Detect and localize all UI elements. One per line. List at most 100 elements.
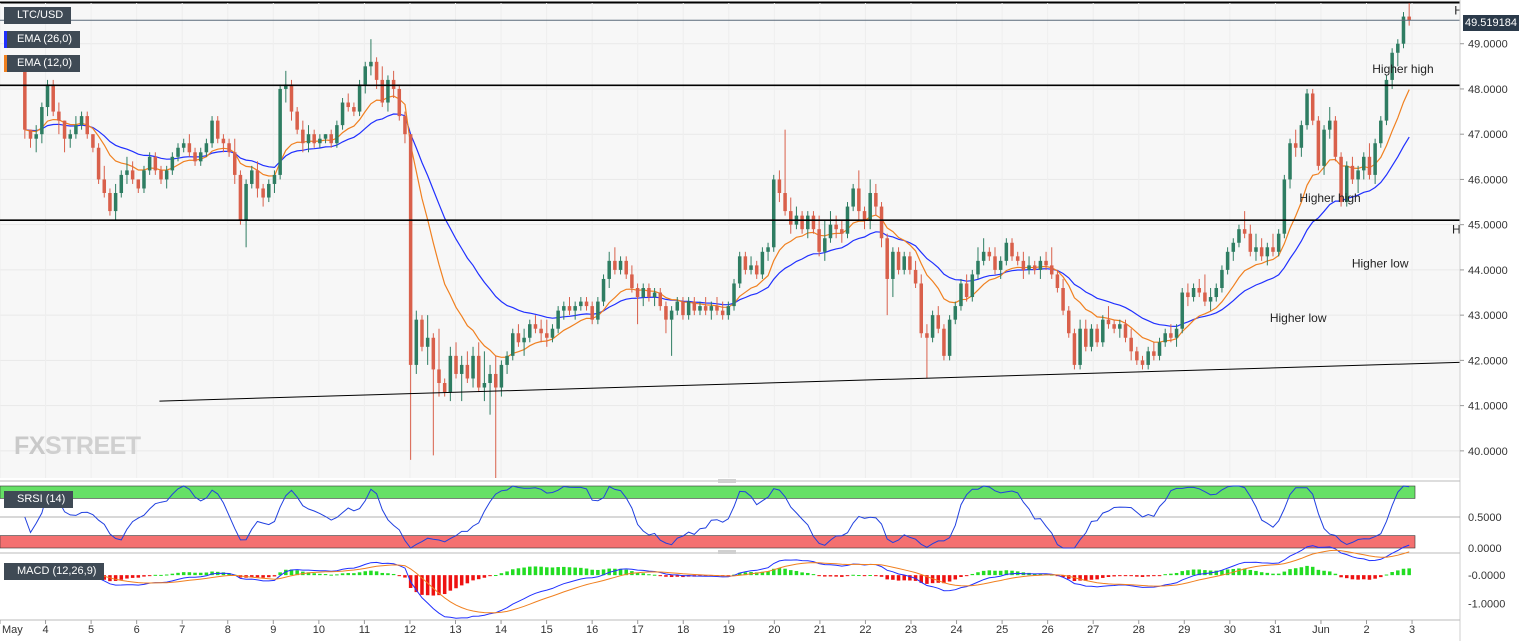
candle-82 [488,364,492,415]
time-tick-label-13: 16 [586,624,598,636]
macd-hist-231 [1333,573,1338,576]
candle-body-159 [925,333,929,338]
macd-hist-193 [1118,575,1122,577]
symbol-tag[interactable]: LTC/USD [4,7,72,24]
macd-hist-174 [1010,570,1014,576]
candle-89 [528,319,532,343]
macd-hist-136 [794,570,799,576]
candle-195 [1129,328,1133,361]
candle-body-148 [862,211,867,221]
candle-body-174 [1010,242,1014,257]
candle-body-35 [221,138,226,144]
candle-body-47 [289,84,294,112]
macd-hist-188 [1089,575,1094,580]
macd-hist-232 [1339,575,1343,578]
macd-hist-72 [431,575,436,596]
candle-body-196 [1135,351,1139,361]
candle-234 [1350,156,1355,184]
candle-209 [1208,288,1213,311]
candle-187 [1084,319,1088,352]
main-grid [0,3,1460,478]
macd-panel[interactable]: -0.0000 -1.0000 [0,544,1505,619]
candle-body-161 [936,315,941,329]
candle-body-210 [1214,288,1219,298]
candle-body-203 [1174,328,1179,338]
candle-body-90 [533,324,538,329]
candle-220 [1271,233,1275,257]
macd-hist-100 [590,569,594,576]
candle-body-114 [669,310,674,320]
candle-97 [573,301,577,320]
candle-49 [301,120,305,153]
time-axis[interactable]: May 4 5 6 7 8 9 10 11 12 13 14 15 16 17 18 19 20 21 22 23 24 2… [0,619,1460,636]
candle-body-65 [391,79,396,89]
main-chart-area[interactable] [0,0,1460,478]
macd-hist-219 [1265,572,1270,576]
candle-body-206 [1191,288,1196,298]
srsi-tag[interactable]: SRSI (14) [4,491,74,508]
candle-body-76 [454,355,458,374]
macd-hist-114 [669,575,674,578]
candle-body-197 [1140,360,1145,365]
macd-hist-60 [363,571,368,576]
candle-body-70 [420,319,424,347]
macd-hist-218 [1259,572,1264,576]
candle-body-11 [85,116,90,135]
candle-body-62 [374,61,379,80]
candle-body-144 [840,229,844,234]
candles [23,3,1411,478]
candle-203 [1174,324,1179,347]
macd-hist-45 [278,572,282,576]
candle-body-111 [652,292,657,298]
macd-hist-69 [414,575,419,593]
macd-hist-165 [959,575,963,577]
candle-83 [493,355,498,478]
macd-hist-224 [1293,568,1298,576]
time-tick-label-0: May [2,624,23,636]
candle-body-209 [1208,297,1213,302]
candle-body-32 [204,143,209,153]
macd-hist-58 [352,573,356,576]
macd-tag[interactable]: MACD (12,26,9) [4,563,105,580]
price-axis-background [1460,0,1536,641]
macd-hist-229 [1322,570,1326,576]
srsi-line [24,485,1410,549]
candle-19 [130,161,135,184]
price-axis[interactable]: 49.0000 48.0000 47.0000 46.0000 45.0000 44.00… [1459,0,1536,641]
candle-body-139 [811,215,816,230]
candle-183 [1061,278,1065,316]
macd-hist-133 [777,568,782,576]
candle-168 [976,247,980,279]
macd-hist-215 [1242,568,1247,576]
macd-hist-138 [806,572,810,576]
candle-218 [1259,238,1264,261]
macd-hist-206 [1191,569,1196,576]
macd-hist-73 [437,575,441,596]
macd-hist-22 [147,575,152,577]
ema12-tag[interactable]: EMA (12,0) [4,55,81,72]
candle-229 [1322,125,1326,175]
price-tick-label-5: 44.0000 [1468,265,1508,277]
candle-199 [1152,342,1156,361]
candle-body-44 [272,174,277,184]
ema26-tag[interactable]: EMA (26,0) [4,31,81,48]
candle-body-19 [130,170,135,180]
candle-242 [1396,39,1400,67]
candle-211 [1220,265,1224,293]
macd-hist-21 [142,575,146,577]
candle-body-77 [459,364,464,374]
candle-2 [34,125,38,153]
macd-hist-168 [976,572,980,576]
candle-body-129 [754,265,759,275]
macd-hist-200 [1157,575,1162,577]
macd-hist-143 [834,575,838,577]
candle-130 [760,247,765,279]
macd-hist-46 [284,569,288,576]
candle-52 [318,134,322,148]
macd-hist-110 [647,574,651,576]
srsi-panel[interactable]: 0.5000 0.0000 [0,479,1502,555]
candle-175 [1015,251,1020,266]
candle-body-223 [1288,143,1292,180]
support-resistance-lines [0,19,1536,402]
